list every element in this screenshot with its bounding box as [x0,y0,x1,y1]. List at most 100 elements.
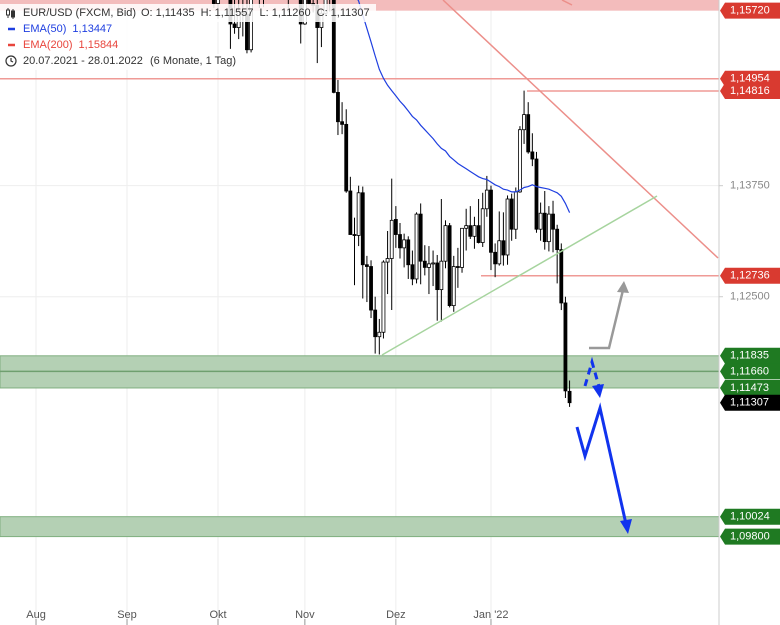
candle-body [439,260,444,291]
candle-body [340,121,344,125]
support-zone [0,516,720,538]
candle-body [344,123,349,192]
ohlc-value: 1,11435 [156,7,195,19]
legend-name: EMA(200) [23,39,73,51]
candle-body [307,0,311,4]
clock-icon [5,55,17,67]
legend: EUR/USD (FXCM, Bid) O: 1,11435 H: 1,11557 L:… [0,4,376,70]
ohlc-name: C: [317,7,328,19]
candle-body [393,219,398,235]
candle-body [542,212,547,243]
candle-body [559,249,564,304]
candle-body [484,189,489,210]
price-label-box [720,394,780,411]
candle-body [435,262,440,291]
candle-body [377,331,382,338]
candle-body [551,213,555,230]
forecast-arrows [575,281,632,534]
arrow [589,289,625,350]
x-tick-label: Dez [386,609,406,621]
candles [211,0,572,407]
price-label: 1,11660 [730,365,769,377]
ohlc-name: L: [260,7,269,19]
candle-body [563,302,568,392]
indicator-legend: EMA(50) 1,13447 EMA(200) 1,15844 [8,23,118,51]
candle-body [522,114,526,131]
candle-body [402,239,407,249]
arrow [575,402,628,525]
date-range: 20.07.2021 - 28.01.2022 [23,55,143,67]
candle-body [501,240,506,256]
candle-body [427,263,431,268]
price-label: 1,14954 [730,73,770,85]
candle-body [336,91,340,123]
candle-body [385,258,390,263]
legend-bg [0,22,128,70]
ohlc-value: 1,11260 [272,7,311,19]
candle-body [505,198,510,256]
candle-body [497,240,502,265]
candle-body [381,261,386,333]
price-label: 1,11473 [730,382,769,394]
candle-body [472,225,477,237]
candle-body [447,225,452,307]
price-label-box [720,82,780,99]
trend-line [381,195,658,356]
candle-body [348,190,353,235]
x-tick-label: Jan '22 [473,609,508,621]
symbol-icon [6,8,15,19]
legend-bg [128,54,240,70]
candle-body [555,228,560,251]
arrow-head [592,384,604,398]
candle-body [468,225,473,237]
legend-name: EMA(50) [23,23,66,35]
price-label-box [720,508,780,525]
price-label: 1,14816 [730,85,770,97]
price-label-box [720,347,780,364]
price-label-box [720,528,780,545]
candle-body [546,213,551,243]
candle-body [451,266,456,307]
arrow [583,356,602,391]
x-tick-label: Okt [209,609,226,621]
candle-body [476,225,481,243]
candle-body [530,151,535,160]
ohlc-name: H: [201,7,212,19]
price-label-box [720,2,780,19]
price-label: 1,11307 [730,397,769,409]
candle-body [352,234,357,236]
candle-body [414,213,419,280]
candle-body [443,225,448,262]
candle-body [509,198,514,230]
price-label-box [720,379,780,396]
legend-value: 1,15844 [79,39,119,51]
arrow-head [617,281,629,293]
candle-body [331,0,336,93]
ohlc-value: 1,11307 [331,7,370,19]
candle-body [455,266,460,268]
candle-body [534,158,539,230]
candle-body [460,227,464,268]
ohlc-legend: O: 1,11435 H: 1,11557 L: 1,11260 C: 1,11307 [141,7,370,19]
candle-body [389,219,394,259]
price-label: 1,10024 [730,511,770,523]
price-label: 1,09800 [730,530,770,542]
candle-body [211,0,216,4]
price-label-box [720,267,780,284]
candle-body [422,260,427,268]
trend-line [442,0,719,259]
x-tick-label: Sep [117,609,137,621]
candle-body [538,212,543,230]
price-label: 1,15720 [730,5,770,17]
legend-value: 1,13447 [72,23,112,35]
candle-body [406,239,411,266]
candle-body [526,114,531,153]
ohlc-name: O: [141,7,153,19]
x-tick-label: Aug [26,609,46,621]
x-tick-label: Nov [295,609,315,621]
candle-body [464,225,469,229]
candle-body [418,213,423,262]
price-label: 1,12736 [730,270,770,282]
